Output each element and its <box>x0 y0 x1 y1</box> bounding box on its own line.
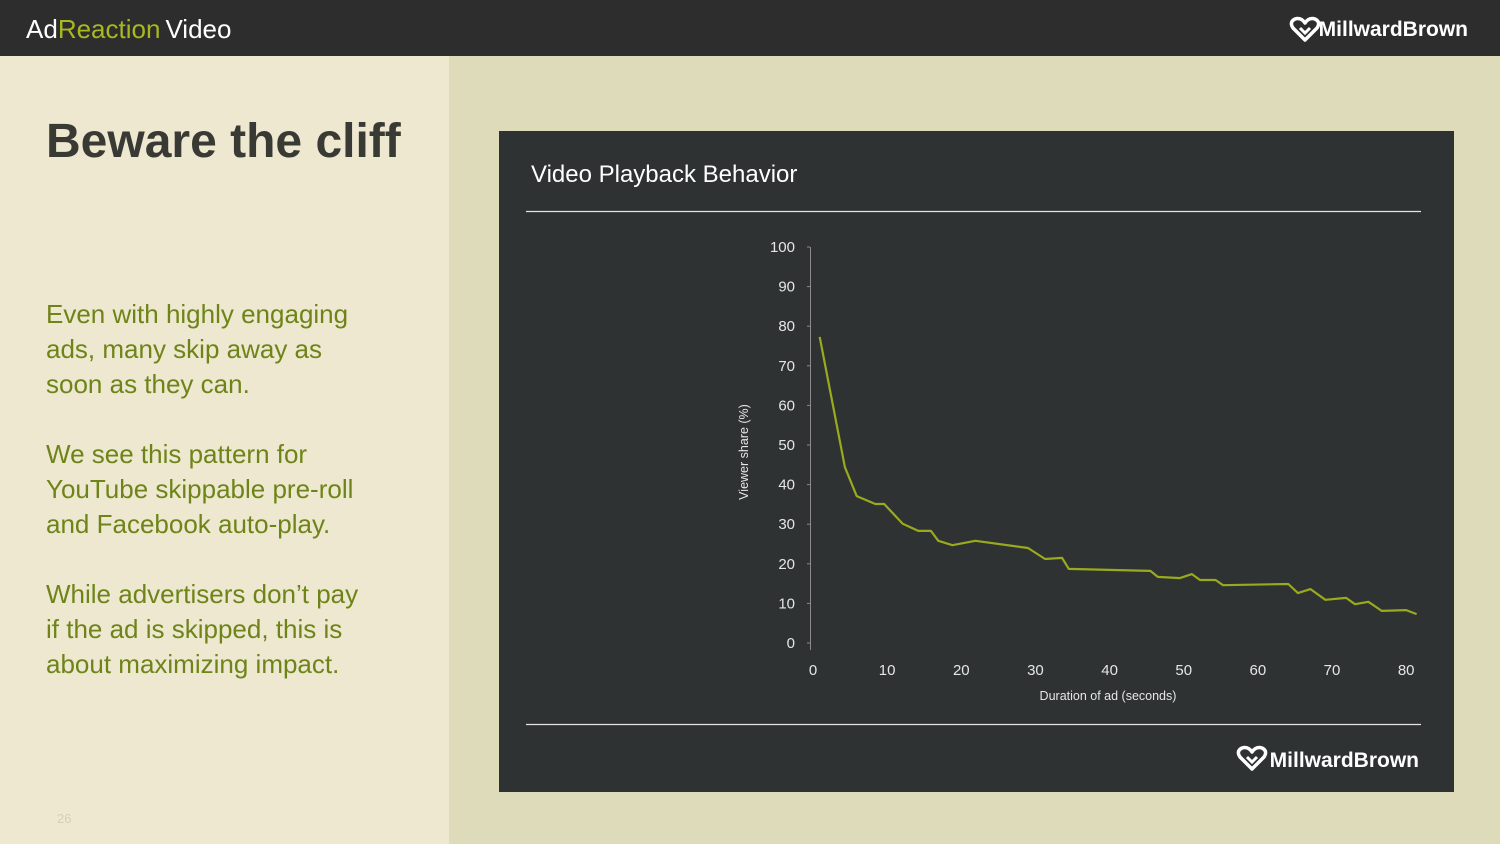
x-tick-label: 40 <box>1101 662 1118 679</box>
paragraph-line: We see this pattern for <box>46 439 307 469</box>
y-tick-label: 70 <box>778 358 795 375</box>
paragraph-line: if the ad is skipped, this is <box>46 614 342 644</box>
brand-suffix: Video <box>165 14 231 44</box>
slide-title: Beware the cliff <box>46 115 402 168</box>
x-tick-label: 30 <box>1027 662 1044 679</box>
paragraph-line: soon as they can. <box>46 369 250 399</box>
data-line <box>818 336 1417 616</box>
logo-icon <box>1289 16 1321 42</box>
chart-logo-icon <box>1236 745 1268 771</box>
brand-highlight: Reaction <box>58 14 161 44</box>
chart-logo: MillwardBrown <box>1270 749 1419 772</box>
y-axis-label: Viewer share (%) <box>737 404 751 500</box>
paragraph-line: Even with highly engaging <box>46 299 348 329</box>
left-panel <box>0 56 449 844</box>
y-tick-label: 10 <box>778 595 795 612</box>
paragraph-line: YouTube skippable pre-roll <box>46 474 353 504</box>
page-number: 26 <box>57 811 71 826</box>
body-text: Even with highly engaging ads, many skip … <box>46 299 358 679</box>
x-tick-label: 20 <box>953 662 970 679</box>
header-logo: MillwardBrown <box>1319 18 1468 41</box>
y-tick-label: 50 <box>778 437 795 454</box>
y-tick-label: 80 <box>778 318 795 335</box>
paragraph-line: and Facebook auto-play. <box>46 509 330 539</box>
header-bar <box>0 0 1500 56</box>
x-tick-label: 0 <box>809 662 817 679</box>
x-tick-label: 80 <box>1398 662 1415 679</box>
y-tick-label: 60 <box>778 397 795 414</box>
plot: 0 10 20 30 40 50 60 70 80 90 100 0 10 20 30 40 50 60 70 80 <box>770 239 1417 679</box>
paragraph-line: ads, many skip away as <box>46 334 322 364</box>
brand-prefix: Ad <box>26 14 58 44</box>
x-tick-label: 60 <box>1250 662 1267 679</box>
x-tick-label: 70 <box>1324 662 1341 679</box>
y-tick-label: 20 <box>778 556 795 573</box>
y-tick-label: 90 <box>778 279 795 296</box>
paragraph-line: While advertisers don’t pay <box>46 579 358 609</box>
x-tick-label: 50 <box>1175 662 1192 679</box>
y-tick-label: 40 <box>778 477 795 494</box>
chart-panel <box>499 131 1454 792</box>
y-tick-label: 0 <box>787 635 795 652</box>
x-axis-label: Duration of ad (seconds) <box>1040 689 1177 703</box>
chart-title: Video Playback Behavior <box>531 161 797 188</box>
y-tick-label: 100 <box>770 239 795 256</box>
x-tick-label: 10 <box>879 662 896 679</box>
y-tick-label: 30 <box>778 516 795 533</box>
paragraph-line: about maximizing impact. <box>46 649 339 679</box>
brand: AdReaction Video <box>26 14 231 44</box>
